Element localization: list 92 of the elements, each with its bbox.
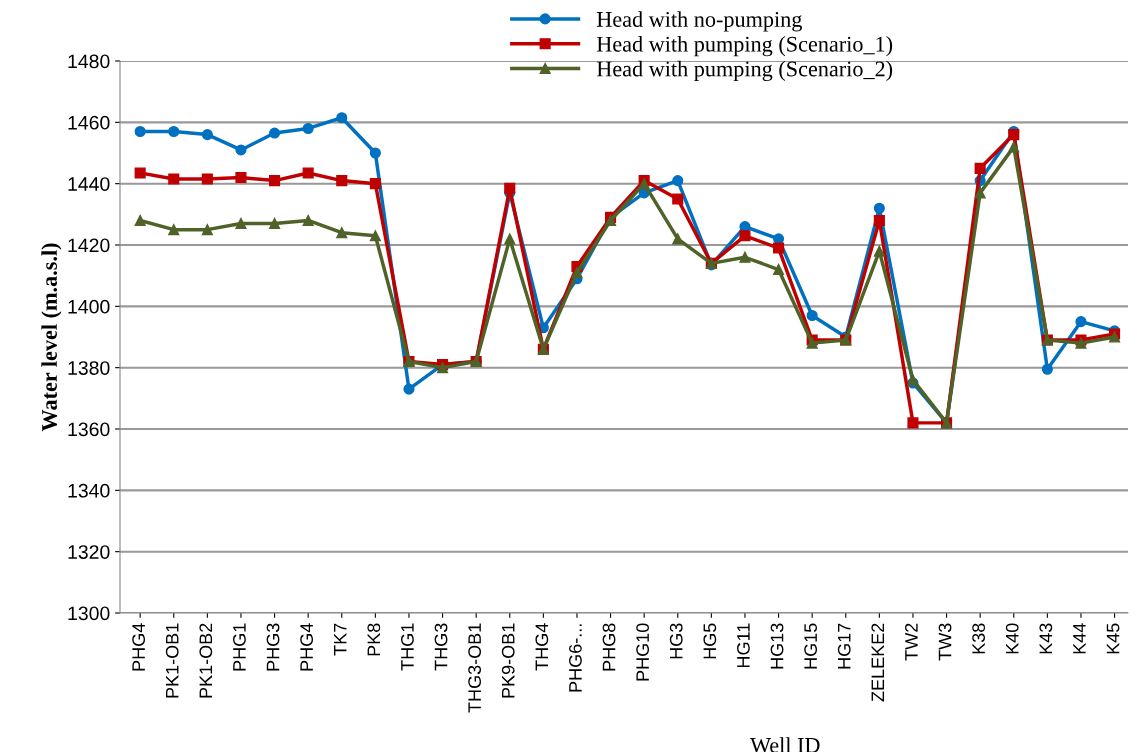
point [605,214,617,227]
y-tick-label: 1380 [68,361,110,375]
x-tick-label: THG3-OB1 [468,623,482,713]
x-tick-label: K43 [1039,623,1053,654]
legend-label: Head with pumping (Scenario_2) [596,60,893,82]
point [369,178,381,190]
point [873,245,885,257]
legend-label: Head with no-pumping [596,11,802,32]
x-tick-label: HG17 [837,623,851,669]
x-tick-label: PHG8 [602,623,616,671]
point [403,383,415,395]
y-tick-label: 1480 [68,54,110,69]
y-tick-label: 1440 [68,177,110,191]
point [873,202,885,214]
point [806,309,818,322]
point [336,227,348,239]
point [269,175,281,187]
point [739,251,751,263]
point [873,214,885,227]
point [369,147,381,159]
x-tick-label: HG5 [703,623,717,659]
x-tick-label: PHG4 [132,623,146,671]
point [974,162,986,174]
point [269,127,281,139]
x-tick-label: PHG4 [300,623,314,671]
point [168,224,180,236]
x-tick-label: THG4 [535,623,549,671]
x-tick-label: TW3 [938,623,952,661]
point [369,230,381,242]
x-tick-label: PHG10 [636,623,650,681]
point [134,214,146,227]
point [739,230,751,242]
x-tick-label: TW2 [905,623,918,661]
x-tick-label: THG3 [434,623,448,671]
x-tick-label: K44 [1073,623,1086,654]
x-tick-label: HG11 [737,623,750,668]
point [504,182,516,194]
x-tick-label: ZELEKE2 [871,623,885,702]
point [134,125,146,138]
point [672,193,684,205]
point [1041,363,1053,375]
x-tick-label: PK9-OB1 [501,623,515,698]
y-tick-label: 1400 [68,299,110,314]
x-axis-title: Well ID [750,737,820,752]
point [168,173,180,185]
point [302,122,314,135]
point [1008,141,1020,153]
point [336,112,348,124]
y-tick-label: 1320 [68,545,110,559]
y-tick-label: 1300 [68,606,110,621]
x-tick-label: PK8 [367,623,381,656]
point [269,217,281,230]
x-tick-label: K38 [972,623,986,654]
x-tick-label: THG1 [401,623,414,671]
point [907,417,919,429]
point [235,171,247,184]
point [201,129,213,141]
point [1008,129,1020,141]
x-tick-label: K45 [1106,623,1120,654]
point [773,263,785,276]
point [1075,316,1087,328]
point [168,125,180,138]
legend-label: Head with pumping (Scenario_1) [596,36,893,57]
y-tick-label: 1460 [68,115,110,130]
point [974,187,986,199]
y-tick-label: 1420 [68,238,110,253]
x-tick-label: PHG6-... [569,624,582,692]
x-tick-label: HG3 [669,623,683,659]
x-tick-label: PHG1 [233,623,246,671]
point [672,175,684,187]
point [302,167,314,179]
x-tick-label: PK1-OB2 [199,623,213,698]
point [201,173,213,185]
y-axis-title: Water level (m.a.s.l) [41,243,62,432]
point [672,233,684,245]
point [571,267,583,279]
point [504,233,516,245]
point [134,167,146,179]
x-tick-label: TK7 [334,623,347,656]
x-tick-label: K40 [1005,623,1019,654]
y-tick-label: 1340 [68,483,110,498]
y-tick-label: 1360 [68,422,110,437]
point [302,214,314,227]
point [201,224,213,236]
x-tick-label: PHG3 [266,623,280,671]
point [235,144,247,156]
point [336,175,348,187]
point [235,217,247,230]
x-tick-label: HG15 [804,623,818,669]
point [773,242,785,254]
x-tick-label: PK1-OB1 [165,623,179,698]
x-tick-label: HG13 [770,623,784,669]
